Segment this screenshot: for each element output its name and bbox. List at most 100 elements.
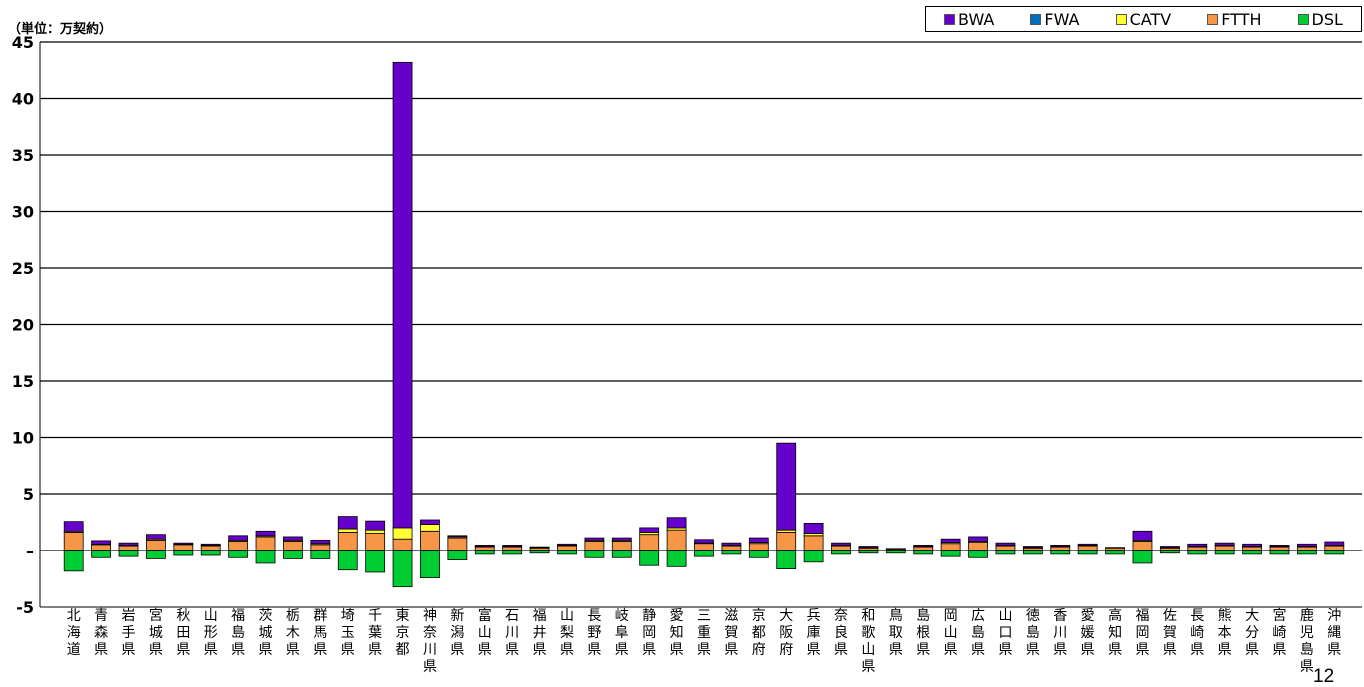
x-tick-char: 島	[1300, 642, 1314, 658]
bar-ftth	[474, 546, 495, 551]
x-tick-label: 徳島県	[1026, 608, 1040, 658]
x-tick-label: 宮崎県	[1272, 608, 1286, 658]
x-tick-label: 福島県	[231, 608, 245, 658]
x-tick-char: 和	[861, 608, 875, 624]
y-tick-label: 35	[12, 146, 34, 165]
bar-dsl	[173, 550, 194, 556]
x-tick-char: 重	[697, 625, 711, 641]
bar-bwa	[392, 61, 413, 529]
bar-ftth	[584, 541, 605, 551]
legend-label: FTTH	[1221, 9, 1262, 29]
bar-bwa	[1242, 543, 1262, 547]
bar-bwa	[803, 522, 824, 534]
x-tick-char: 佐	[1163, 608, 1177, 624]
bar-dsl	[803, 550, 824, 563]
x-tick-label: 青森県	[94, 608, 108, 658]
bar-bwa	[639, 527, 660, 533]
bar-dsl	[228, 550, 249, 558]
bar-bwa	[885, 548, 906, 550]
x-tick-char: 県	[341, 642, 355, 658]
x-tick-char: 県	[533, 642, 547, 658]
x-tick-char: 島	[1026, 625, 1040, 641]
x-tick-char: 県	[259, 642, 273, 658]
x-tick-char: 広	[971, 608, 985, 624]
bar-bwa	[91, 540, 112, 545]
x-tick-label: 和歌山県	[861, 608, 875, 675]
bar-ftth	[1214, 545, 1235, 551]
x-tick-char: 静	[642, 608, 656, 624]
x-tick-char: 兵	[807, 608, 821, 624]
x-tick-char: 長	[587, 608, 601, 624]
bar-dsl	[721, 550, 742, 555]
bar-bwa	[995, 542, 1016, 546]
legend-label: FWA	[1044, 9, 1080, 29]
legend: BWA FWA CATV FTTH DSL	[925, 6, 1362, 32]
x-tick-char: 県	[971, 642, 985, 658]
bar-ftth	[748, 543, 769, 551]
x-tick-char: 沖	[1327, 608, 1341, 624]
x-tick-char: 根	[916, 625, 930, 641]
x-tick-char: 福	[231, 608, 245, 624]
bar-ftth	[228, 541, 249, 551]
x-tick-char: 野	[587, 625, 601, 641]
x-tick-char: 崎	[1272, 625, 1286, 641]
bar-bwa	[666, 517, 687, 529]
bar-dsl	[447, 550, 468, 560]
x-tick-char: 県	[889, 642, 903, 658]
bar-dsl	[748, 550, 769, 558]
x-tick-char: 山	[560, 608, 574, 624]
x-tick-char: 香	[1053, 608, 1067, 624]
bar-dsl	[1324, 550, 1345, 555]
bar-ftth	[1242, 546, 1262, 551]
x-tick-char: 岩	[122, 608, 136, 624]
x-tick-char: 大	[1245, 608, 1259, 624]
bar-dsl	[611, 550, 632, 558]
bar-bwa	[310, 539, 331, 545]
x-tick-char: 縄	[1327, 625, 1341, 641]
bar-bwa	[694, 539, 714, 544]
x-tick-char: 城	[259, 625, 273, 641]
y-tick-label: 45	[12, 33, 34, 52]
x-tick-char: 田	[176, 625, 190, 641]
x-tick-label: 沖縄県	[1327, 608, 1341, 658]
x-tick-char: 県	[505, 642, 519, 658]
x-tick-char: 島	[916, 608, 930, 624]
bar-ftth	[200, 545, 221, 551]
x-tick-label: 群馬県	[313, 608, 327, 658]
x-tick-char: 県	[94, 642, 108, 658]
x-tick-char: 鹿	[1300, 607, 1314, 624]
bar-dsl	[420, 550, 440, 579]
bar-ftth	[1050, 546, 1071, 551]
bar-bwa	[1105, 547, 1125, 549]
bar-ftth	[1269, 546, 1290, 551]
y-tick-label: -5	[16, 598, 34, 617]
bar-dsl	[666, 550, 687, 567]
x-tick-char: 県	[944, 642, 958, 658]
bar-bwa	[173, 542, 194, 545]
x-tick-label: 滋賀県	[724, 608, 738, 658]
x-tick-label: 岩手県	[122, 608, 136, 658]
x-tick-char: 滋	[724, 608, 738, 624]
bar-ftth	[831, 545, 851, 551]
legend-label: CATV	[1129, 9, 1172, 29]
x-tick-char: 長	[1190, 608, 1204, 624]
bar-bwa	[940, 538, 961, 543]
bar-ftth	[1187, 546, 1208, 551]
x-tick-label: 山口県	[998, 608, 1012, 658]
x-tick-label: 神奈川県	[423, 608, 437, 675]
x-tick-char: 井	[533, 625, 547, 641]
x-tick-label: 高知県	[1108, 607, 1122, 658]
x-tick-label: 京都府	[752, 608, 766, 658]
y-tick-label: –	[26, 542, 34, 561]
bar-ftth	[63, 532, 84, 551]
x-tick-char: 奈	[423, 625, 437, 641]
bar-dsl	[1214, 550, 1235, 555]
bar-bwa	[1050, 545, 1071, 547]
x-tick-char: 知	[1108, 624, 1122, 641]
bar-dsl	[337, 550, 358, 571]
bar-ftth	[776, 532, 797, 551]
bar-ftth	[1296, 546, 1317, 551]
bar-ftth	[611, 541, 632, 551]
x-tick-char: 賀	[724, 625, 738, 641]
x-tick-char: 県	[1163, 642, 1177, 658]
